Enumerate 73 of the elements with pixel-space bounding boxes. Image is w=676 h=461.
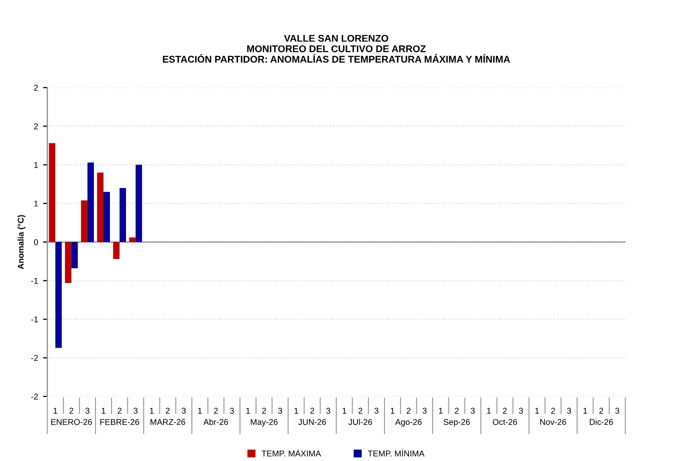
bar — [120, 188, 126, 242]
text: Dic-26 — [590, 418, 613, 425]
x-tick-label: 3 — [615, 408, 620, 414]
x-tick-label: 3 — [278, 408, 282, 414]
bar — [104, 192, 110, 242]
y-tick-label: 1 — [34, 200, 38, 206]
bar — [64, 242, 72, 283]
x-tick-label: 1 — [487, 408, 491, 414]
text: Oct-26 — [492, 419, 518, 425]
y-tick-label: -1 — [31, 316, 38, 322]
y-tick-label: -2 — [31, 355, 38, 361]
x-tick-label: 3 — [567, 408, 572, 414]
chart-title: VALLE SAN LORENZO MONITOREO DEL CULTIVO DE ARROZ ESTACIÓN PARTIDOR: ANOMALÍAS DE TEMPERATURA MÁXIMA Y MÍNIMA — [162, 34, 510, 63]
x-tick-label: 2 — [502, 408, 507, 414]
bar — [87, 162, 94, 242]
x-tick-label: 1 — [438, 408, 443, 414]
bar — [129, 237, 136, 242]
x-tick-label: 1 — [54, 408, 58, 414]
x-tick-label: 1 — [390, 408, 394, 414]
y-axis-title: Anomalia (°C) — [18, 215, 26, 270]
text: Abr-26 — [203, 418, 228, 425]
x-tick-label: 3 — [518, 408, 523, 414]
text: Nov-26 — [540, 419, 566, 425]
text: JUN-26 — [298, 419, 326, 425]
text: Sep-26 — [444, 419, 470, 427]
x-tick-label: 2 — [262, 408, 266, 414]
bar — [97, 172, 104, 242]
x-tick-label: 3 — [326, 408, 330, 414]
x-tick-label: 3 — [470, 408, 475, 414]
x-tick-label: 3 — [422, 408, 427, 414]
x-tick-label: 3 — [134, 408, 138, 414]
x-tick-label: 3 — [85, 408, 90, 414]
x-tick-label: 2 — [310, 408, 314, 414]
y-tick-label: -2 — [31, 394, 38, 400]
x-tick-label: 1 — [102, 408, 106, 414]
bar — [136, 164, 142, 242]
x-tick-label: 2 — [551, 408, 555, 414]
x-tick-label: 1 — [342, 408, 346, 414]
bar — [48, 143, 56, 242]
bar — [55, 242, 62, 348]
x-tick-label: 3 — [230, 408, 234, 414]
bar — [71, 242, 78, 268]
legend-label: TEMP. MÍNIMA — [368, 449, 424, 456]
text: MARZ-26 — [150, 419, 186, 425]
y-tick-label: 2 — [34, 123, 38, 130]
x-tick-label: 1 — [198, 408, 202, 414]
text: FEBRE-26 — [100, 419, 140, 425]
x-tick-label: 1 — [583, 408, 588, 414]
x-tick-label: 2 — [118, 408, 122, 414]
legend-label: TEMP. MÁXIMA — [262, 449, 322, 456]
text: Ago-26 — [395, 419, 422, 427]
x-tick-label: 2 — [166, 408, 170, 414]
y-tick-label: 1 — [34, 162, 38, 168]
x-tick-label: 3 — [374, 408, 378, 414]
bar — [113, 242, 120, 260]
text: ENERO-26 — [51, 419, 92, 425]
text: May-26 — [250, 419, 278, 427]
x-tick-label: 1 — [535, 408, 539, 414]
x-tick-label: 2 — [406, 408, 410, 414]
x-tick-label: 1 — [294, 408, 298, 414]
x-tick-label: 1 — [246, 408, 250, 414]
x-tick-label: 1 — [150, 408, 154, 414]
text: JUl-26 — [348, 418, 372, 425]
y-tick-label: 0 — [34, 239, 38, 246]
y-tick-label: 2 — [34, 84, 38, 91]
x-tick-label: 3 — [182, 408, 186, 414]
x-tick-label: 2 — [599, 408, 604, 414]
bar — [81, 200, 88, 242]
x-tick-label: 2 — [454, 408, 459, 414]
x-tick-label: 2 — [70, 408, 74, 414]
x-tick-label: 2 — [358, 408, 362, 414]
x-tick-label: 2 — [214, 408, 218, 414]
y-tick-label: -1 — [31, 278, 38, 284]
